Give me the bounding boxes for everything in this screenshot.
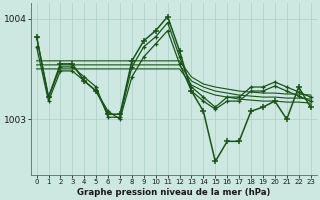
X-axis label: Graphe pression niveau de la mer (hPa): Graphe pression niveau de la mer (hPa) bbox=[77, 188, 270, 197]
